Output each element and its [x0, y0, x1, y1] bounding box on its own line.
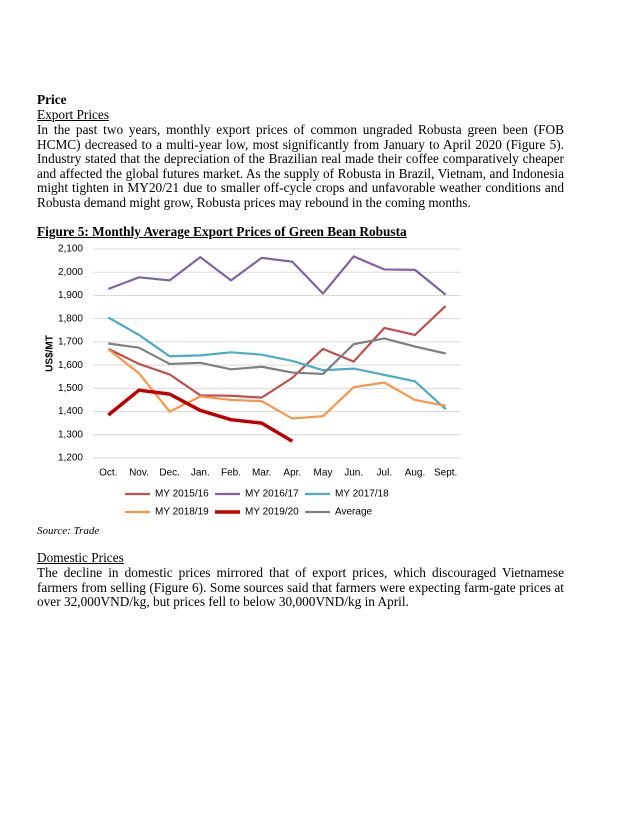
legend-label: MY 2015/16 [155, 489, 209, 500]
x-tick-label: Feb. [221, 468, 241, 479]
x-tick-label: Dec. [159, 468, 180, 479]
y-tick-label: 1,400 [58, 406, 83, 417]
y-tick-label: 2,000 [58, 267, 83, 278]
legend-label: Average [335, 507, 373, 518]
series-line [107, 348, 446, 420]
x-tick-label: Mar. [252, 468, 271, 479]
legend-label: MY 2016/17 [245, 489, 299, 500]
subheading: Export Prices [37, 107, 110, 122]
y-axis-title: US$/MT [45, 335, 56, 372]
x-tick-label: Apr. [283, 468, 301, 479]
y-tick-label: 1,600 [58, 360, 83, 371]
source: Source: Trade [37, 525, 100, 537]
y-tick-label: 1,800 [58, 313, 83, 324]
legend-label: MY 2017/18 [335, 489, 389, 500]
paragraph: In the past two years, monthly export pr… [37, 122, 564, 210]
y-tick-label: 1,200 [58, 453, 83, 464]
legend-label: MY 2019/20 [245, 507, 299, 518]
series-line [107, 255, 447, 296]
x-tick-label: Jun. [344, 468, 363, 479]
heading: Price [37, 92, 67, 107]
y-tick-label: 1,500 [58, 383, 83, 394]
y-tick-label: 1,300 [58, 429, 83, 440]
x-tick-label: Oct. [99, 468, 117, 479]
y-tick-label: 1,900 [58, 290, 83, 301]
series-line [107, 388, 294, 443]
y-tick-label: 1,700 [58, 337, 83, 348]
x-tick-label: May [314, 468, 333, 479]
x-tick-label: Sept. [434, 468, 457, 479]
legend-label: MY 2018/19 [155, 507, 209, 518]
figure-caption: Figure 5: Monthly Average Export Prices … [37, 224, 407, 239]
series-line [107, 305, 447, 399]
x-tick-label: Nov. [129, 468, 149, 479]
series-line [108, 337, 446, 376]
x-tick-label: Aug. [405, 468, 426, 479]
x-tick-label: Jan. [191, 468, 210, 479]
x-tick-label: Jul. [377, 468, 393, 479]
y-tick-label: 2,100 [58, 244, 83, 255]
paragraph: The decline in domestic prices mirrored … [37, 565, 564, 610]
series-line [107, 316, 447, 411]
subheading: Domestic Prices [37, 550, 124, 565]
